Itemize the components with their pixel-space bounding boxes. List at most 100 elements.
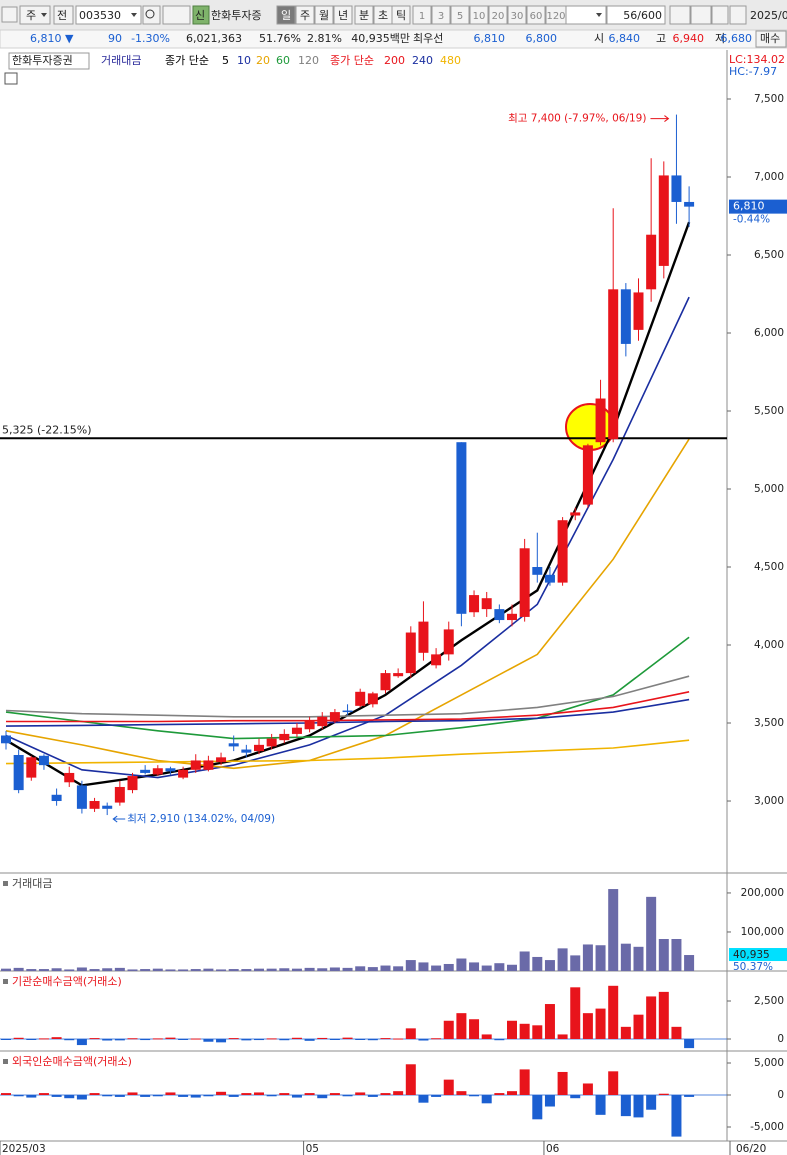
candle-body (317, 716, 328, 727)
title-box (8, 52, 90, 70)
bar (443, 1020, 454, 1039)
interval-text: 20 (492, 11, 505, 22)
quote-low-label: 저 (715, 32, 725, 45)
code-text: 003530 (79, 9, 121, 22)
bar (329, 1038, 340, 1040)
bar (254, 1092, 264, 1096)
candle-body (342, 710, 353, 713)
bar (114, 967, 125, 971)
bar (317, 968, 328, 971)
period-button[interactable] (333, 5, 353, 25)
candle-body (254, 744, 264, 752)
tool-button[interactable] (690, 5, 712, 25)
code-input[interactable] (75, 5, 142, 25)
grid-icon[interactable] (4, 72, 18, 85)
candle-body (203, 760, 214, 770)
bar (646, 896, 657, 971)
y-tick-label: 100,000 (741, 926, 784, 938)
interval-text: 3 (438, 11, 444, 22)
order-button[interactable] (755, 30, 787, 48)
bar (658, 991, 669, 1039)
interval-text: 5 (457, 11, 463, 22)
bar (329, 967, 340, 971)
period-button[interactable] (314, 5, 334, 25)
menu-button[interactable] (1, 6, 18, 23)
candle-body (633, 292, 644, 330)
interval-button[interactable] (526, 5, 546, 25)
bar (76, 1095, 87, 1100)
candle-body (89, 801, 100, 809)
bar (89, 1038, 100, 1040)
date-text: 2025/0 (750, 9, 787, 22)
legend-prefix: 종가 단순 (165, 54, 209, 67)
period-button[interactable] (354, 5, 374, 25)
bar (646, 1095, 657, 1110)
bar (671, 1026, 682, 1039)
bar (51, 1037, 62, 1039)
bar (633, 946, 644, 971)
period-text: 초 (378, 9, 388, 22)
panel-icon (3, 979, 8, 984)
bar (1, 1038, 11, 1040)
interval-button[interactable] (431, 5, 451, 25)
period-text: 틱 (396, 9, 406, 22)
x-tick-label: 06 (546, 1143, 560, 1155)
bar (38, 969, 49, 971)
bar (254, 968, 264, 971)
quote-volume: 6,021,363 (186, 32, 242, 45)
candle-body (51, 794, 62, 802)
sound-button[interactable] (162, 5, 191, 25)
panel-title: 거래대금 (12, 877, 52, 890)
quote-open-label: 시 (594, 32, 604, 45)
period-input[interactable] (565, 5, 607, 25)
y-tick-label: 5,000 (754, 483, 784, 495)
period-button[interactable] (276, 5, 296, 25)
bar (102, 1095, 113, 1097)
bar (140, 969, 151, 971)
settings-button[interactable] (729, 5, 747, 25)
quote-low: 6,680 (721, 32, 753, 45)
bar (469, 1019, 480, 1039)
badge-text: 신 (195, 9, 205, 22)
period-button[interactable] (391, 5, 411, 25)
market-select[interactable] (19, 5, 51, 25)
bar (481, 1034, 492, 1039)
candle-body (620, 289, 631, 344)
y-tick-label: 5,000 (754, 1057, 784, 1069)
scope-button[interactable] (53, 5, 74, 25)
bar (51, 1095, 62, 1097)
bar (1, 1093, 11, 1096)
horizontal-line-label: 5,325 (-22.15%) (2, 423, 91, 436)
legend-item: 10 (237, 54, 251, 67)
bar (443, 963, 454, 971)
bar (190, 969, 201, 971)
bar (355, 1038, 366, 1040)
bar (102, 1038, 113, 1041)
bar (266, 1038, 277, 1040)
interval-button[interactable] (412, 5, 432, 25)
candle-body (1, 735, 11, 744)
interval-button[interactable] (507, 5, 527, 25)
bar (228, 1095, 239, 1097)
period-button[interactable] (295, 5, 315, 25)
legend-item: 20 (256, 54, 270, 67)
bar (608, 985, 619, 1039)
bar (114, 1038, 125, 1041)
panel-icon (3, 881, 8, 886)
interval-button[interactable] (488, 5, 508, 25)
y-tick-label: 3,000 (754, 795, 784, 807)
interval-button[interactable] (450, 5, 470, 25)
candle-body (127, 776, 138, 791)
tool-button[interactable] (711, 5, 729, 25)
bar (456, 1013, 467, 1039)
interval-button[interactable] (469, 5, 489, 25)
order-text: 매수 (760, 32, 780, 45)
count-input[interactable] (606, 5, 666, 25)
tool-button[interactable] (669, 5, 691, 25)
bar (355, 966, 366, 971)
bar (203, 968, 214, 971)
bar (544, 1095, 555, 1107)
search-button[interactable] (142, 5, 161, 25)
candle-body (671, 175, 682, 202)
bar (456, 1091, 467, 1096)
